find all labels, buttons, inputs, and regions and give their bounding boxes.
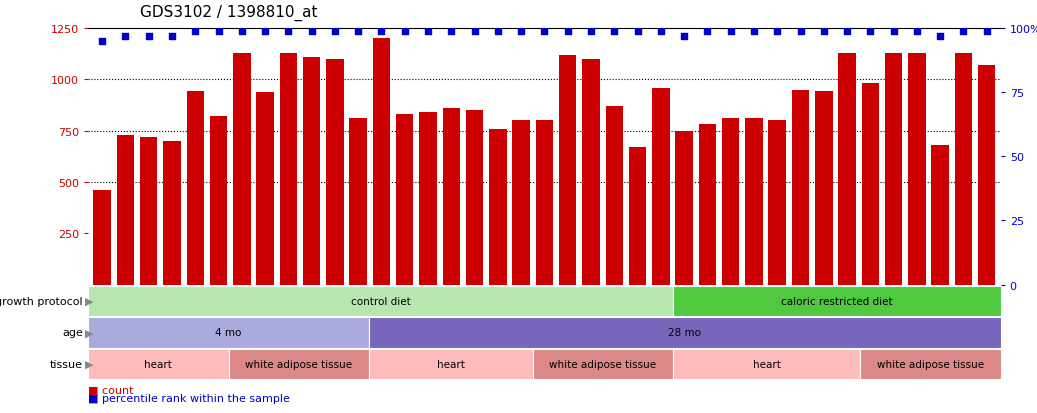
Point (955, 28, 972, 35)
Point (839, 28, 856, 35)
Point (746, 28, 762, 35)
Text: tissue: tissue (50, 359, 83, 369)
Bar (955, 54, 972, 285)
Point (211, 28, 227, 35)
Point (420, 28, 437, 35)
Bar (815, 91, 833, 285)
Bar (187, 91, 204, 285)
Point (815, 28, 832, 35)
Bar (699, 125, 717, 285)
Text: control diet: control diet (351, 296, 411, 306)
Point (187, 28, 203, 35)
Bar (885, 54, 902, 285)
Bar (512, 121, 530, 285)
Text: white adipose tissue: white adipose tissue (550, 359, 656, 369)
Text: heart: heart (437, 359, 465, 369)
Point (629, 28, 646, 35)
Bar (559, 55, 577, 285)
Text: 4 mo: 4 mo (216, 328, 242, 338)
Point (723, 28, 739, 35)
Bar (582, 59, 599, 285)
Point (583, 28, 599, 35)
Bar (349, 119, 367, 285)
Point (349, 28, 366, 35)
Bar (978, 66, 996, 285)
Point (559, 28, 576, 35)
Bar (256, 93, 274, 285)
Bar (396, 115, 414, 285)
Bar (489, 129, 507, 285)
Bar (163, 142, 180, 285)
Point (676, 33, 693, 40)
Bar (536, 121, 553, 285)
Text: heart: heart (753, 359, 781, 369)
Bar (466, 111, 483, 285)
Bar (327, 59, 343, 285)
Text: ■ count: ■ count (88, 385, 134, 394)
Bar (140, 138, 158, 285)
Bar (116, 135, 134, 285)
Point (396, 28, 413, 35)
Point (699, 28, 716, 35)
Point (862, 28, 878, 35)
Point (117, 33, 134, 40)
Text: heart: heart (144, 359, 172, 369)
Bar (419, 113, 437, 285)
Point (373, 28, 390, 35)
Point (304, 28, 320, 35)
Point (932, 33, 949, 40)
Text: age: age (62, 328, 83, 338)
Bar (768, 121, 786, 285)
Point (327, 28, 343, 35)
Point (513, 28, 530, 35)
Bar (280, 54, 297, 285)
Point (443, 28, 459, 35)
Text: ■ percentile rank within the sample: ■ percentile rank within the sample (88, 393, 290, 403)
Bar (606, 107, 623, 285)
Point (233, 28, 250, 35)
Text: ▶: ▶ (85, 296, 93, 306)
Text: white adipose tissue: white adipose tissue (877, 359, 984, 369)
Point (164, 33, 180, 40)
Text: caloric restricted diet: caloric restricted diet (781, 296, 893, 306)
Point (606, 28, 622, 35)
Bar (862, 84, 879, 285)
Text: GDS3102 / 1398810_at: GDS3102 / 1398810_at (140, 5, 317, 21)
Bar (675, 131, 693, 285)
Point (280, 28, 297, 35)
Bar (372, 39, 390, 285)
Bar (93, 191, 111, 285)
Text: ▶: ▶ (85, 328, 93, 338)
Point (792, 28, 809, 35)
Bar (303, 57, 320, 285)
Point (93, 38, 110, 45)
Bar (838, 54, 856, 285)
Bar (652, 88, 670, 285)
Point (908, 28, 925, 35)
Bar (746, 119, 762, 285)
Point (140, 33, 157, 40)
Bar (722, 119, 739, 285)
Bar (931, 146, 949, 285)
Point (257, 28, 274, 35)
Bar (233, 54, 251, 285)
Text: 28 mo: 28 mo (668, 328, 701, 338)
Point (652, 28, 669, 35)
Text: growth protocol: growth protocol (0, 296, 83, 306)
Text: ▶: ▶ (85, 359, 93, 369)
Bar (908, 54, 926, 285)
Bar (792, 90, 809, 285)
Point (467, 28, 483, 35)
Text: white adipose tissue: white adipose tissue (245, 359, 353, 369)
Bar (628, 148, 646, 285)
Bar (209, 117, 227, 285)
Bar (443, 109, 460, 285)
Point (489, 28, 506, 35)
Point (536, 28, 553, 35)
Point (768, 28, 785, 35)
Point (886, 28, 902, 35)
Point (979, 28, 996, 35)
